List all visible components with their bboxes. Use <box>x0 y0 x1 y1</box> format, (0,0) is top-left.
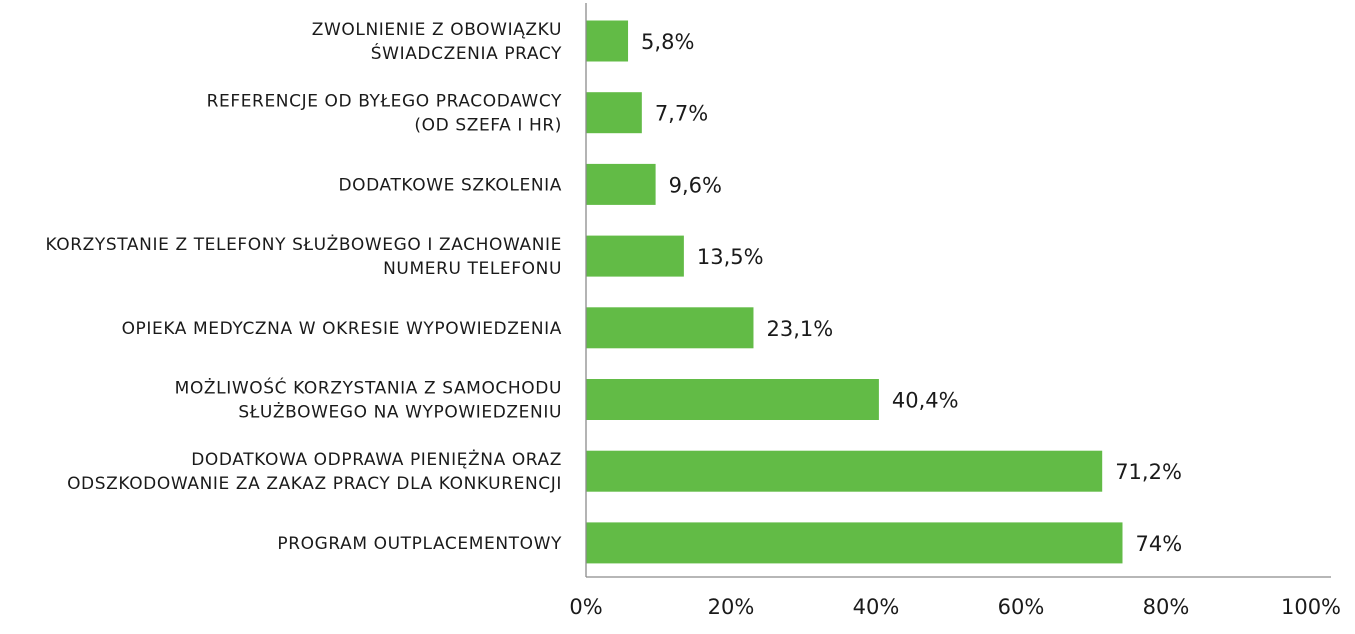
category-label-line: NUMERU TELEFONU <box>383 259 562 279</box>
value-label-7: 71,2% <box>1115 460 1182 484</box>
category-label-line: MOŻLIWOŚĆ KORZYSTANIA Z SAMOCHODU <box>175 377 562 399</box>
bar-8 <box>586 522 1123 564</box>
bar-1 <box>586 20 629 62</box>
category-label-line: REFERENCJE OD BYŁEGO PRACODAWCY <box>207 92 562 112</box>
category-label-line: ZWOLNIENIE Z OBOWIĄZKU <box>312 20 562 40</box>
category-labels: ZWOLNIENIE Z OBOWIĄZKU ŚWIADCZENIA PRACY R… <box>45 20 562 554</box>
category-label-line: DODATKOWA ODPRAWA PIENIĘŻNA ORAZ <box>191 449 562 470</box>
x-tick-label-100: 100% <box>1281 595 1341 619</box>
category-label-8: PROGRAM OUTPLACEMENTOWY <box>277 534 562 554</box>
bar-7 <box>586 450 1103 492</box>
category-label-line: ODSZKODOWANIE ZA ZAKAZ PRACY DLA KONKURE… <box>67 474 562 494</box>
bars <box>586 20 1123 564</box>
category-label-line: (OD SZEFA I HR) <box>414 116 562 136</box>
x-tick-label-60: 60% <box>998 595 1045 619</box>
category-label-4: KORZYSTANIE Z TELEFONY SŁUŻBOWEGO I ZACH… <box>45 234 562 279</box>
x-tick-label-0: 0% <box>569 595 602 619</box>
category-label-5: OPIEKA MEDYCZNA W OKRESIE WYPOWIEDZENIA <box>122 319 562 339</box>
category-label-3: DODATKOWE SZKOLENIA <box>338 175 562 195</box>
category-label-line: OPIEKA MEDYCZNA W OKRESIE WYPOWIEDZENIA <box>122 319 562 339</box>
bar-2 <box>586 92 642 134</box>
bar-5 <box>586 307 754 349</box>
category-label-2: REFERENCJE OD BYŁEGO PRACODAWCY (OD SZEFA… <box>207 92 562 136</box>
category-label-line: SŁUŻBOWEGO NA WYPOWIEDZENIU <box>238 402 562 423</box>
category-label-line: PROGRAM OUTPLACEMENTOWY <box>277 534 562 554</box>
value-label-5: 23,1% <box>766 317 833 341</box>
bar-4 <box>586 235 684 277</box>
value-label-1: 5,8% <box>641 30 694 54</box>
bar-6 <box>586 379 879 420</box>
x-tick-labels: 0% 20% 40% 60% 80% 100% <box>569 595 1341 619</box>
value-label-2: 7,7% <box>655 102 708 126</box>
category-label-line: ŚWIADCZENIA PRACY <box>371 42 562 64</box>
x-tick-label-20: 20% <box>708 595 755 619</box>
value-label-6: 40,4% <box>892 389 959 413</box>
category-label-line: DODATKOWE SZKOLENIA <box>338 175 562 195</box>
value-labels: 5,8% 7,7% 9,6% 13,5% 23,1% 40,4% 71,2% 74% <box>641 30 1182 556</box>
x-axis <box>585 3 1331 578</box>
category-label-line: KORZYSTANIE Z TELEFONY SŁUŻBOWEGO I ZACH… <box>45 234 562 255</box>
value-label-8: 74% <box>1136 532 1183 556</box>
category-label-1: ZWOLNIENIE Z OBOWIĄZKU ŚWIADCZENIA PRACY <box>312 20 562 64</box>
value-label-4: 13,5% <box>697 245 764 269</box>
bar-3 <box>586 163 656 205</box>
x-tick-label-80: 80% <box>1143 595 1190 619</box>
x-tick-label-40: 40% <box>853 595 900 619</box>
category-label-7: DODATKOWA ODPRAWA PIENIĘŻNA ORAZ ODSZKODO… <box>67 449 562 494</box>
value-label-3: 9,6% <box>669 173 722 197</box>
category-label-6: MOŻLIWOŚĆ KORZYSTANIA Z SAMOCHODU SŁUŻBOW… <box>175 377 562 423</box>
